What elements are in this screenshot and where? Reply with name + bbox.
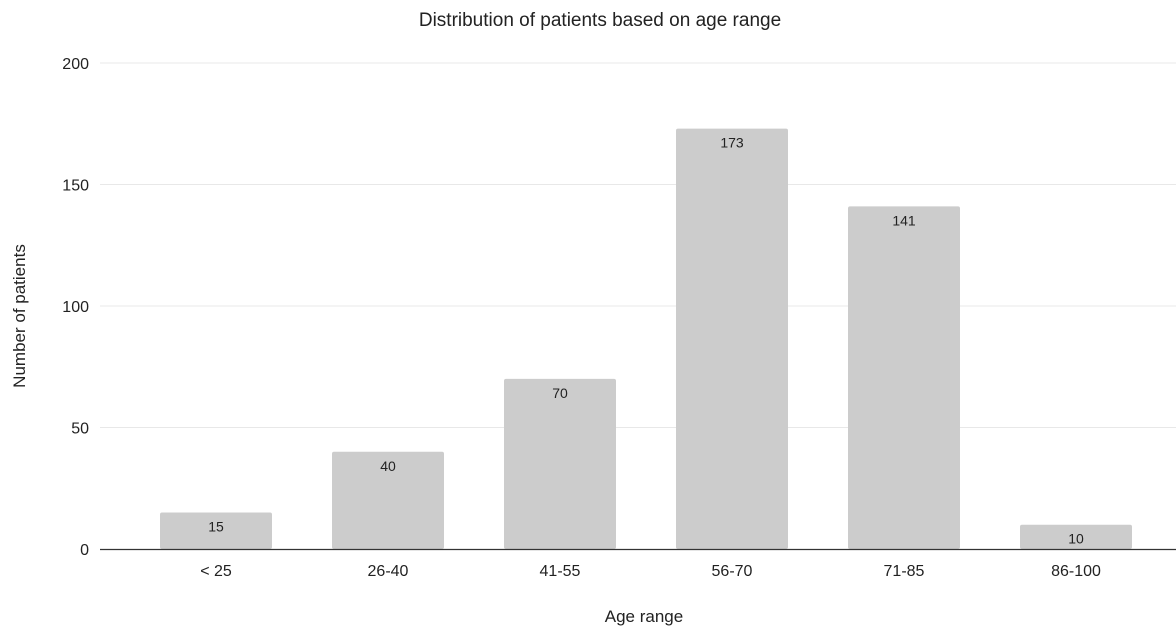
data-label: 70 (552, 385, 568, 401)
x-tick-label: 41-55 (540, 563, 581, 580)
y-tick-label: 200 (62, 56, 89, 73)
x-tick-label: 86-100 (1051, 563, 1101, 580)
bar (160, 512, 272, 549)
y-tick-label: 50 (71, 421, 89, 438)
x-tick-label: 26-40 (368, 563, 409, 580)
grid-lines (100, 62, 1176, 428)
data-label: 40 (380, 458, 396, 474)
x-axis-title: Age range (605, 607, 683, 626)
x-tick-label: < 25 (200, 563, 232, 580)
bar (848, 206, 960, 549)
x-axis-ticks: < 25 26-40 41-55 56-70 71-85 86-100 (200, 563, 1101, 580)
bars: 15 40 70 173 141 10 (160, 128, 1132, 550)
y-axis-ticks: 0 50 100 150 200 (62, 56, 89, 559)
y-tick-label: 150 (62, 178, 89, 195)
bar (504, 378, 616, 549)
data-label: 173 (720, 135, 744, 151)
data-label: 10 (1068, 531, 1084, 547)
x-tick-label: 56-70 (712, 563, 753, 580)
chart-title: Distribution of patients based on age ra… (419, 10, 781, 31)
bar (676, 128, 788, 550)
x-tick-label: 71-85 (884, 563, 925, 580)
y-tick-label: 0 (80, 542, 89, 559)
bar (332, 451, 444, 549)
data-label: 141 (892, 212, 916, 228)
y-tick-label: 100 (62, 299, 89, 316)
data-label: 15 (208, 519, 224, 535)
bar (1020, 524, 1132, 549)
y-axis-title: Number of patients (10, 244, 29, 388)
